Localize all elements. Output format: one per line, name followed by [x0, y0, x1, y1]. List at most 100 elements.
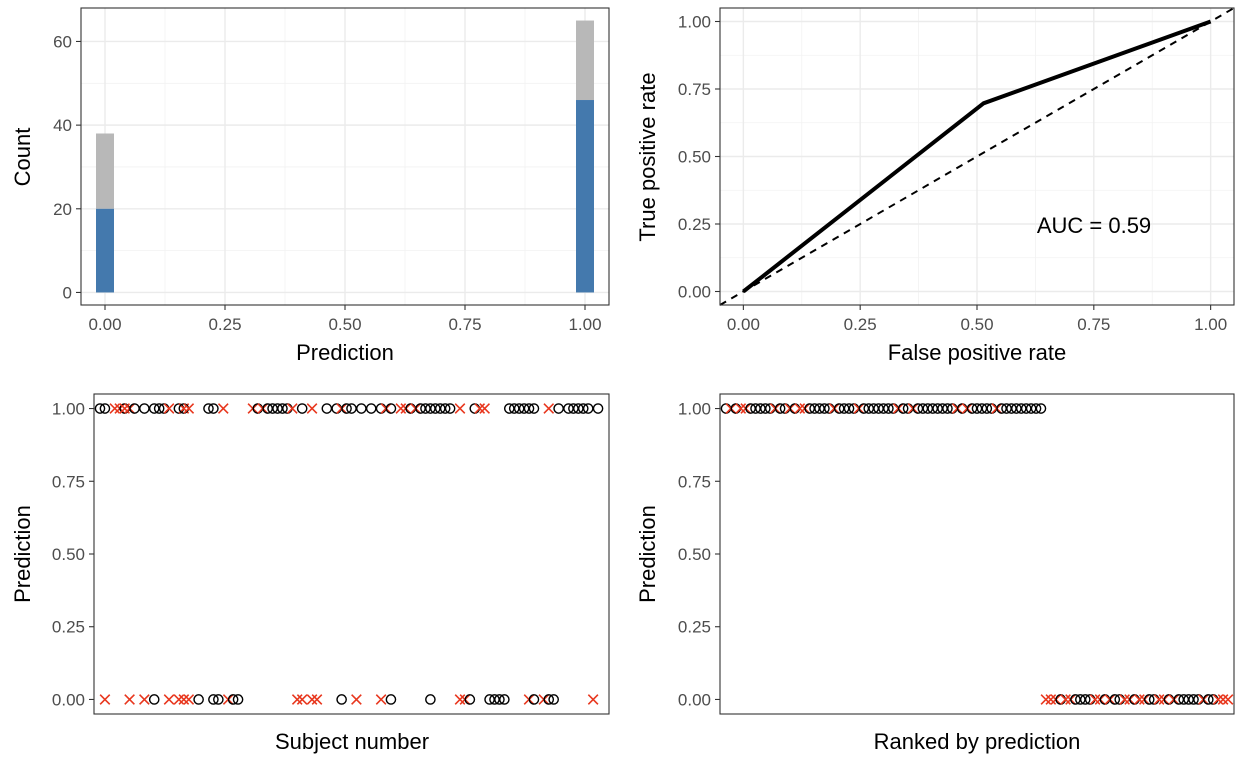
- point-circle: [942, 403, 953, 414]
- point-cross: [474, 403, 486, 414]
- point-circle: [494, 694, 505, 705]
- histogram-grid: [81, 8, 609, 305]
- point-circle: [1143, 694, 1155, 705]
- point-cross: [351, 694, 362, 705]
- point-cross: [163, 403, 175, 414]
- point-circle: [336, 694, 347, 705]
- roc-x-title: False positive rate: [888, 340, 1067, 365]
- x-tick-label: 1.00: [1194, 315, 1227, 334]
- point-cross: [1222, 694, 1234, 705]
- point-cross: [178, 694, 190, 705]
- x-tick-label: 0.75: [448, 315, 481, 334]
- point-circle: [208, 694, 219, 705]
- point-circle: [819, 403, 830, 414]
- x-tick-label: 0.00: [727, 315, 760, 334]
- point-circle: [148, 694, 160, 705]
- point-cross: [1217, 694, 1229, 705]
- point-cross: [735, 403, 747, 414]
- point-circle: [981, 403, 993, 414]
- roc-lines: [719, 7, 1235, 306]
- point-circle: [1203, 694, 1214, 705]
- point-circle: [439, 403, 451, 414]
- point-cross: [1040, 694, 1052, 705]
- point-circle: [99, 403, 111, 414]
- point-circle: [444, 403, 456, 414]
- y-tick-label: 0.75: [52, 472, 85, 491]
- y-tick-label: 0: [63, 283, 72, 302]
- y-tick-label: 0.25: [52, 618, 85, 637]
- x-tick-label: 0.50: [328, 315, 361, 334]
- bar-positive: [96, 208, 114, 293]
- diagonal-reference-line: [719, 7, 1235, 306]
- y-tick-label: 0.75: [678, 472, 711, 491]
- roc-grid: [720, 8, 1234, 305]
- ranked-background: [720, 394, 1234, 714]
- point-circle: [213, 694, 224, 705]
- point-circle: [1188, 694, 1199, 705]
- point-cross: [1119, 694, 1131, 705]
- point-cross: [296, 694, 308, 705]
- point-cross: [1060, 694, 1071, 705]
- point-circle: [843, 403, 855, 414]
- point-circle: [528, 403, 540, 414]
- point-circle: [543, 694, 555, 705]
- point-circle: [499, 694, 510, 705]
- point-cross: [1134, 694, 1145, 705]
- point-circle: [1079, 694, 1091, 705]
- point-circle: [425, 694, 436, 705]
- point-cross: [109, 403, 121, 414]
- point-cross: [291, 694, 303, 705]
- roc-curve: [742, 19, 1212, 294]
- point-cross: [139, 694, 150, 705]
- point-cross: [163, 694, 175, 705]
- point-cross: [543, 403, 555, 414]
- histogram-axes: 0 20 40 60 0.00 0.25 0.50 0.75 1.00: [53, 32, 601, 334]
- point-cross: [395, 403, 407, 414]
- point-cross: [587, 694, 599, 705]
- subject-background: [94, 394, 609, 714]
- point-cross: [454, 694, 466, 705]
- point-circle: [548, 694, 559, 705]
- y-tick-label: 0.00: [52, 690, 85, 709]
- y-tick-label: 0.00: [678, 690, 711, 709]
- point-cross: [794, 403, 806, 414]
- point-circle: [1035, 403, 1047, 414]
- point-cross: [173, 694, 185, 705]
- point-cross: [286, 403, 298, 414]
- point-circle: [883, 403, 894, 414]
- bar-positive: [576, 100, 594, 293]
- roc-y-title: True positive rate: [635, 72, 660, 241]
- ranked-points: [720, 403, 1234, 705]
- y-tick-label: 1.00: [678, 13, 711, 32]
- point-circle: [94, 403, 106, 414]
- roc-panel: 0.00 0.25 0.50 0.75 1.00 0.00 0.25 0.50 0.75 1.00…: [635, 7, 1235, 365]
- point-cross: [119, 403, 131, 414]
- y-tick-label: 0.50: [678, 148, 711, 167]
- point-circle: [385, 403, 397, 414]
- y-tick-label: 40: [53, 116, 72, 135]
- x-tick-label: 0.25: [844, 315, 877, 334]
- subject-y-title: Prediction: [10, 505, 35, 603]
- histogram-y-title: Count: [10, 128, 35, 187]
- point-circle: [277, 403, 288, 414]
- y-tick-label: 0.50: [52, 545, 85, 564]
- point-circle: [774, 403, 786, 414]
- point-circle: [897, 403, 909, 414]
- point-circle: [232, 694, 244, 705]
- point-circle: [227, 694, 239, 705]
- ranked-axes: 0.00 0.25 0.50 0.75 1.00: [678, 400, 720, 709]
- histogram-panel: 0 20 40 60 0.00 0.25 0.50 0.75 1.00 Prediction C…: [10, 7, 610, 365]
- y-tick-label: 1.00: [678, 400, 711, 419]
- point-cross: [124, 694, 135, 705]
- point-cross: [306, 694, 318, 705]
- histogram-x-title: Prediction: [296, 340, 394, 365]
- point-circle: [341, 403, 352, 414]
- ranked-x-title: Ranked by prediction: [874, 729, 1081, 754]
- subject-panel: 0.00 0.25 0.50 0.75 1.00 Subject number Pred…: [10, 393, 610, 754]
- bar-negative: [576, 20, 594, 101]
- ranked-panel: 0.00 0.25 0.50 0.75 1.00 Ranked by predictio…: [635, 393, 1235, 754]
- y-tick-label: 0.00: [678, 283, 711, 302]
- point-circle: [208, 403, 219, 414]
- point-cross: [183, 403, 195, 414]
